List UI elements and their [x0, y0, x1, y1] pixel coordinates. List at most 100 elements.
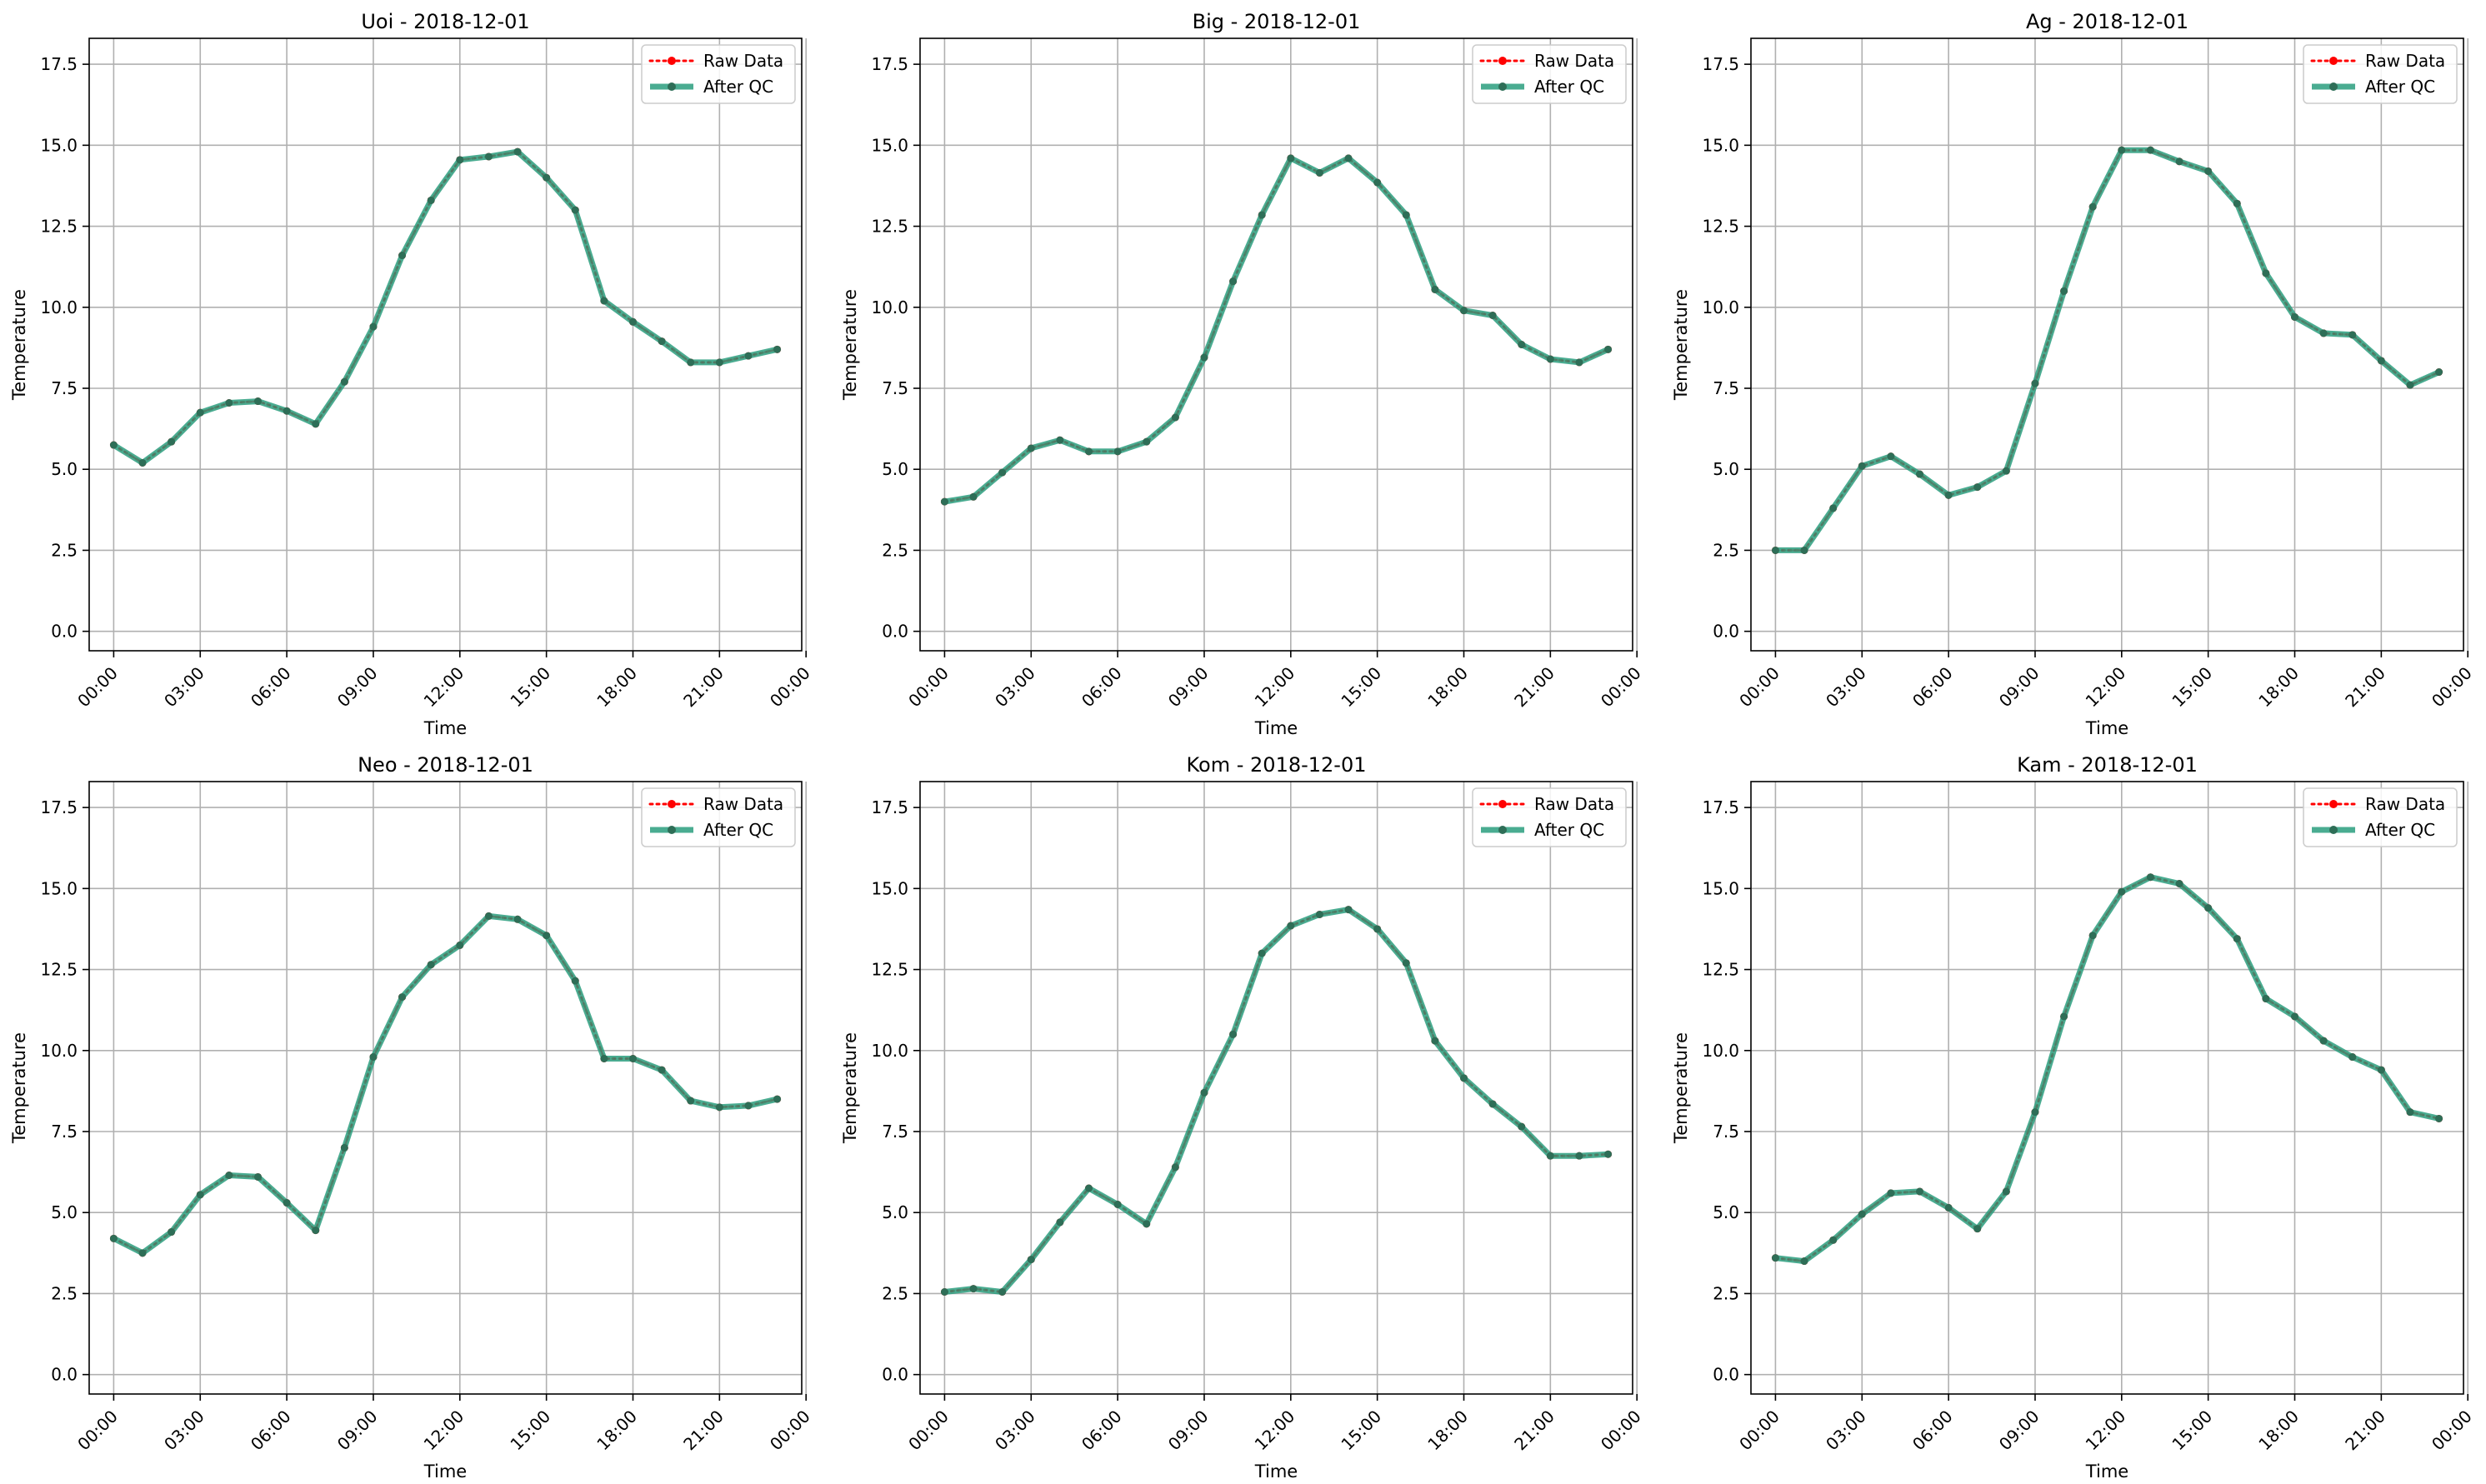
data-point [2319, 1037, 2328, 1045]
data-point [629, 317, 637, 326]
x-tick-label: 00:00 [766, 1407, 814, 1455]
x-tick-label: 00:00 [2428, 663, 2476, 712]
data-point [2088, 202, 2097, 211]
chart-title: Kam - 2018-12-01 [2017, 753, 2198, 777]
x-tick-label: 09:00 [1995, 1407, 2043, 1455]
data-point [2204, 904, 2213, 912]
y-tick-label: 10.0 [40, 1041, 78, 1061]
data-point [1800, 546, 1808, 554]
y-tick-label: 12.5 [1702, 217, 1739, 237]
x-tick-label: 06:00 [247, 1407, 295, 1455]
x-axis-label: Time [2085, 718, 2128, 738]
data-point [940, 497, 948, 506]
y-tick-label: 12.5 [871, 217, 908, 237]
series-after-qc [1771, 146, 2443, 554]
data-point [398, 993, 407, 1002]
grid [89, 38, 807, 651]
legend-label: After QC [703, 820, 773, 840]
legend-marker [668, 800, 676, 808]
data-point [1431, 1037, 1439, 1045]
data-point [1829, 504, 1838, 512]
chart-panel-5: 0.0 2.5 5.0 7.5 10.0 12.5 15.0 17.5 00:00 03:00 06… [1671, 753, 2476, 1482]
data-point [969, 492, 978, 501]
data-point [1344, 154, 1353, 162]
y-tick-label: 5.0 [882, 1202, 908, 1222]
data-point [629, 1055, 637, 1062]
data-point [1258, 211, 1266, 219]
x-tick-label: 09:00 [1164, 1407, 1213, 1455]
y-tick-label: 7.5 [1713, 1122, 1739, 1142]
legend-label: Raw Data [1534, 51, 1614, 71]
x-tick-label: 06:00 [247, 663, 295, 712]
legend-label: Raw Data [1534, 794, 1614, 814]
data-point [2435, 368, 2443, 377]
data-point [687, 358, 695, 367]
data-point [340, 377, 348, 386]
data-point [940, 1288, 948, 1296]
y-tick-label: 10.0 [871, 1041, 908, 1061]
data-point [658, 337, 666, 346]
data-point [1944, 491, 1953, 499]
axes-frame [88, 37, 803, 652]
y-tick-label: 2.5 [51, 1283, 78, 1303]
y-tick-label: 12.5 [871, 960, 908, 980]
legend-label: Raw Data [2365, 51, 2445, 71]
data-point [1344, 906, 1353, 914]
x-axis-label: Time [423, 1462, 467, 1482]
legend-marker [2329, 826, 2338, 834]
grid [920, 38, 1638, 651]
data-point [1315, 168, 1323, 177]
data-point [254, 397, 262, 406]
x-axis-label: Time [2085, 1462, 2128, 1482]
x-tick-label: 18:00 [593, 1407, 641, 1455]
data-point [773, 1095, 782, 1103]
data-point [1944, 1203, 1953, 1212]
y-tick-label: 17.5 [871, 54, 908, 74]
x-tick-label: 21:00 [679, 1407, 728, 1455]
data-point [2088, 932, 2097, 940]
axes-frame [88, 781, 803, 1395]
data-point [2348, 1053, 2357, 1062]
legend-marker [1498, 800, 1507, 808]
chart-title: Big - 2018-12-01 [1193, 10, 1361, 33]
series-line-overlay [944, 908, 1608, 1293]
data-point [484, 152, 493, 161]
x-tick-label: 03:00 [991, 663, 1039, 712]
data-point [1229, 1030, 1238, 1038]
plot-area [920, 38, 1633, 651]
y-tick-label: 5.0 [1713, 1202, 1739, 1222]
y-tick-label: 7.5 [882, 1122, 908, 1142]
data-point [1488, 1100, 1497, 1108]
y-tick-label: 0.0 [51, 1365, 78, 1385]
y-tick-label: 10.0 [1702, 297, 1739, 317]
data-point [1973, 483, 1982, 492]
series-line-overlay [1775, 148, 2440, 552]
x-tick-label: 03:00 [160, 1407, 208, 1455]
x-tick-label: 12:00 [2082, 663, 2130, 712]
series-line-overlay [113, 915, 778, 1255]
data-point [744, 1102, 753, 1110]
data-point [2146, 873, 2154, 882]
data-point [2175, 880, 2183, 887]
y-axis-label: Temperature [840, 1032, 860, 1144]
data-point [969, 1285, 978, 1293]
data-point [715, 358, 723, 367]
y-tick-label: 10.0 [871, 297, 908, 317]
plot-area [89, 38, 802, 651]
y-tick-label: 2.5 [51, 540, 78, 560]
data-point [2031, 1108, 2039, 1117]
y-axis-label: Temperature [1671, 1032, 1691, 1144]
y-tick-label: 12.5 [40, 960, 78, 980]
data-point [1171, 413, 1179, 422]
x-tick-label: 12:00 [1251, 663, 1299, 712]
data-point [600, 297, 608, 305]
x-tick-label: 00:00 [1597, 663, 1645, 712]
plot-area [920, 782, 1633, 1394]
x-tick-label: 12:00 [420, 1407, 468, 1455]
data-point [1258, 949, 1266, 957]
y-tick-label: 7.5 [51, 1122, 78, 1142]
data-point [1460, 1074, 1468, 1082]
data-point [658, 1066, 666, 1074]
legend-marker [668, 82, 676, 91]
y-tick-label: 10.0 [1702, 1041, 1739, 1061]
